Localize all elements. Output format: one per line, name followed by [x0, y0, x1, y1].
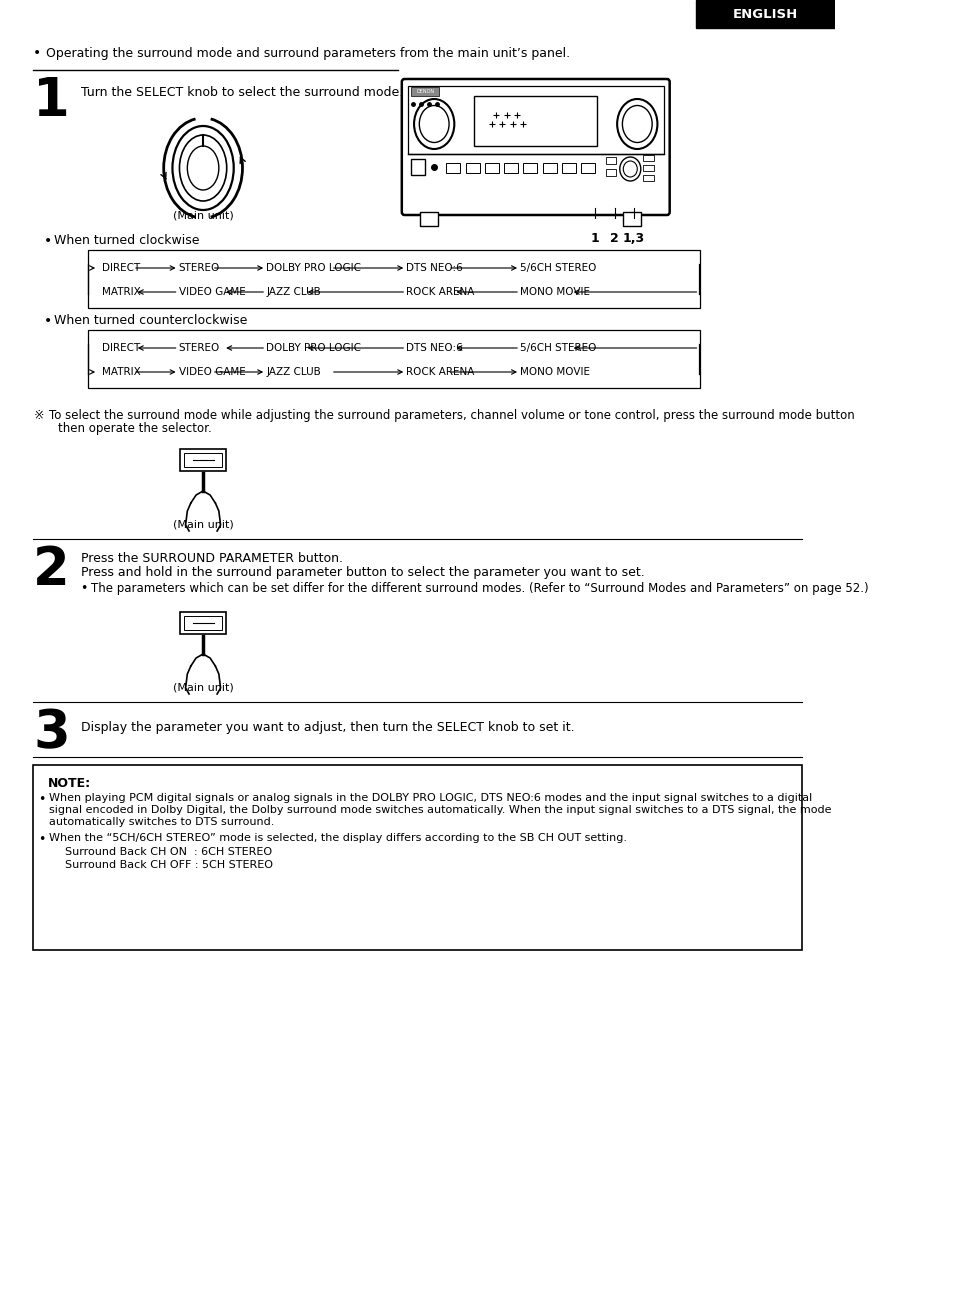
Bar: [411, 87, 439, 96]
Text: 5/6CH STEREO: 5/6CH STEREO: [519, 263, 596, 274]
Text: signal encoded in Dolby Digital, the Dolby surround mode switches automatically.: signal encoded in Dolby Digital, the Dol…: [49, 805, 831, 814]
Text: When playing PCM digital signals or analog signals in the DOLBY PRO LOGIC, DTS N: When playing PCM digital signals or anal…: [49, 794, 811, 803]
Text: When turned counterclockwise: When turned counterclockwise: [54, 314, 248, 327]
Text: VIDEO GAME: VIDEO GAME: [178, 287, 245, 297]
Bar: [605, 156, 616, 164]
Text: DTS NEO:6: DTS NEO:6: [406, 263, 462, 274]
Text: JAZZ CLUB: JAZZ CLUB: [266, 367, 320, 377]
Text: (Main unit): (Main unit): [172, 519, 233, 529]
Text: •: •: [38, 794, 46, 807]
Text: STEREO: STEREO: [178, 343, 219, 353]
Text: •: •: [44, 314, 52, 328]
Text: 1: 1: [590, 232, 599, 245]
Text: 5/6CH STEREO: 5/6CH STEREO: [519, 343, 596, 353]
Bar: [180, 450, 226, 470]
Text: DTS NEO:6: DTS NEO:6: [406, 343, 462, 353]
Text: ※: ※: [33, 409, 44, 422]
Bar: [605, 169, 616, 176]
Text: •: •: [80, 582, 88, 595]
Text: •: •: [38, 833, 46, 846]
Bar: [642, 175, 653, 181]
Bar: [88, 250, 700, 308]
Bar: [695, 0, 834, 27]
Bar: [184, 453, 222, 466]
Bar: [622, 212, 640, 225]
Text: (Main unit): (Main unit): [172, 210, 233, 220]
Text: •: •: [44, 235, 52, 248]
Bar: [642, 165, 653, 171]
Text: DOLBY PRO LOGIC: DOLBY PRO LOGIC: [266, 263, 361, 274]
Bar: [419, 212, 437, 225]
Circle shape: [619, 156, 640, 181]
Text: Press and hold in the surround parameter button to select the parameter you want: Press and hold in the surround parameter…: [80, 566, 643, 579]
Bar: [504, 163, 517, 173]
Text: 2: 2: [610, 232, 618, 245]
Bar: [446, 163, 460, 173]
Bar: [484, 163, 498, 173]
Text: 3: 3: [33, 708, 70, 760]
Text: MATRIX: MATRIX: [101, 287, 140, 297]
Text: When the “5CH/6CH STEREO” mode is selected, the display differs according to the: When the “5CH/6CH STEREO” mode is select…: [49, 833, 626, 843]
Bar: [474, 96, 597, 146]
Bar: [88, 330, 700, 388]
Text: Operating the surround mode and surround parameters from the main unit’s panel.: Operating the surround mode and surround…: [46, 47, 569, 60]
Text: Turn the SELECT knob to select the surround mode.: Turn the SELECT knob to select the surro…: [80, 86, 402, 99]
Bar: [642, 155, 653, 162]
Text: MONO MOVIE: MONO MOVIE: [519, 287, 589, 297]
Text: MONO MOVIE: MONO MOVIE: [519, 367, 589, 377]
Bar: [180, 612, 226, 635]
Bar: [465, 163, 479, 173]
Text: ENGLISH: ENGLISH: [732, 8, 797, 21]
Bar: [542, 163, 557, 173]
Bar: [523, 163, 537, 173]
Text: DOLBY PRO LOGIC: DOLBY PRO LOGIC: [266, 343, 361, 353]
Text: Press the SURROUND PARAMETER button.: Press the SURROUND PARAMETER button.: [80, 552, 342, 566]
Bar: [33, 765, 801, 950]
Text: The parameters which can be set differ for the different surround modes. (Refer : The parameters which can be set differ f…: [91, 582, 868, 595]
Text: MATRIX: MATRIX: [101, 367, 140, 377]
Text: 1,3: 1,3: [622, 232, 644, 245]
Text: automatically switches to DTS surround.: automatically switches to DTS surround.: [49, 817, 274, 827]
Text: To select the surround mode while adjusting the surround parameters, channel vol: To select the surround mode while adjust…: [49, 409, 854, 422]
Text: •: •: [33, 46, 42, 60]
Bar: [580, 163, 595, 173]
Bar: [411, 159, 425, 175]
Text: DIRECT: DIRECT: [101, 343, 140, 353]
Text: (Main unit): (Main unit): [172, 681, 233, 692]
Text: DIRECT: DIRECT: [101, 263, 140, 274]
Text: ROCK ARENA: ROCK ARENA: [406, 287, 474, 297]
Text: 2: 2: [33, 543, 70, 595]
Text: Surround Back CH ON  : 6CH STEREO: Surround Back CH ON : 6CH STEREO: [65, 847, 272, 857]
Text: 1: 1: [33, 76, 70, 126]
FancyBboxPatch shape: [401, 79, 669, 215]
Text: VIDEO GAME: VIDEO GAME: [178, 367, 245, 377]
Bar: [184, 616, 222, 629]
Text: NOTE:: NOTE:: [48, 777, 91, 790]
Text: DENON: DENON: [416, 89, 434, 94]
Text: STEREO: STEREO: [178, 263, 219, 274]
Bar: [408, 86, 663, 154]
Bar: [561, 163, 576, 173]
Text: When turned clockwise: When turned clockwise: [54, 235, 199, 248]
Text: Surround Back CH OFF : 5CH STEREO: Surround Back CH OFF : 5CH STEREO: [65, 860, 273, 870]
Text: Display the parameter you want to adjust, then turn the SELECT knob to set it.: Display the parameter you want to adjust…: [80, 721, 574, 734]
Text: JAZZ CLUB: JAZZ CLUB: [266, 287, 320, 297]
Text: ROCK ARENA: ROCK ARENA: [406, 367, 474, 377]
Text: then operate the selector.: then operate the selector.: [58, 422, 212, 435]
